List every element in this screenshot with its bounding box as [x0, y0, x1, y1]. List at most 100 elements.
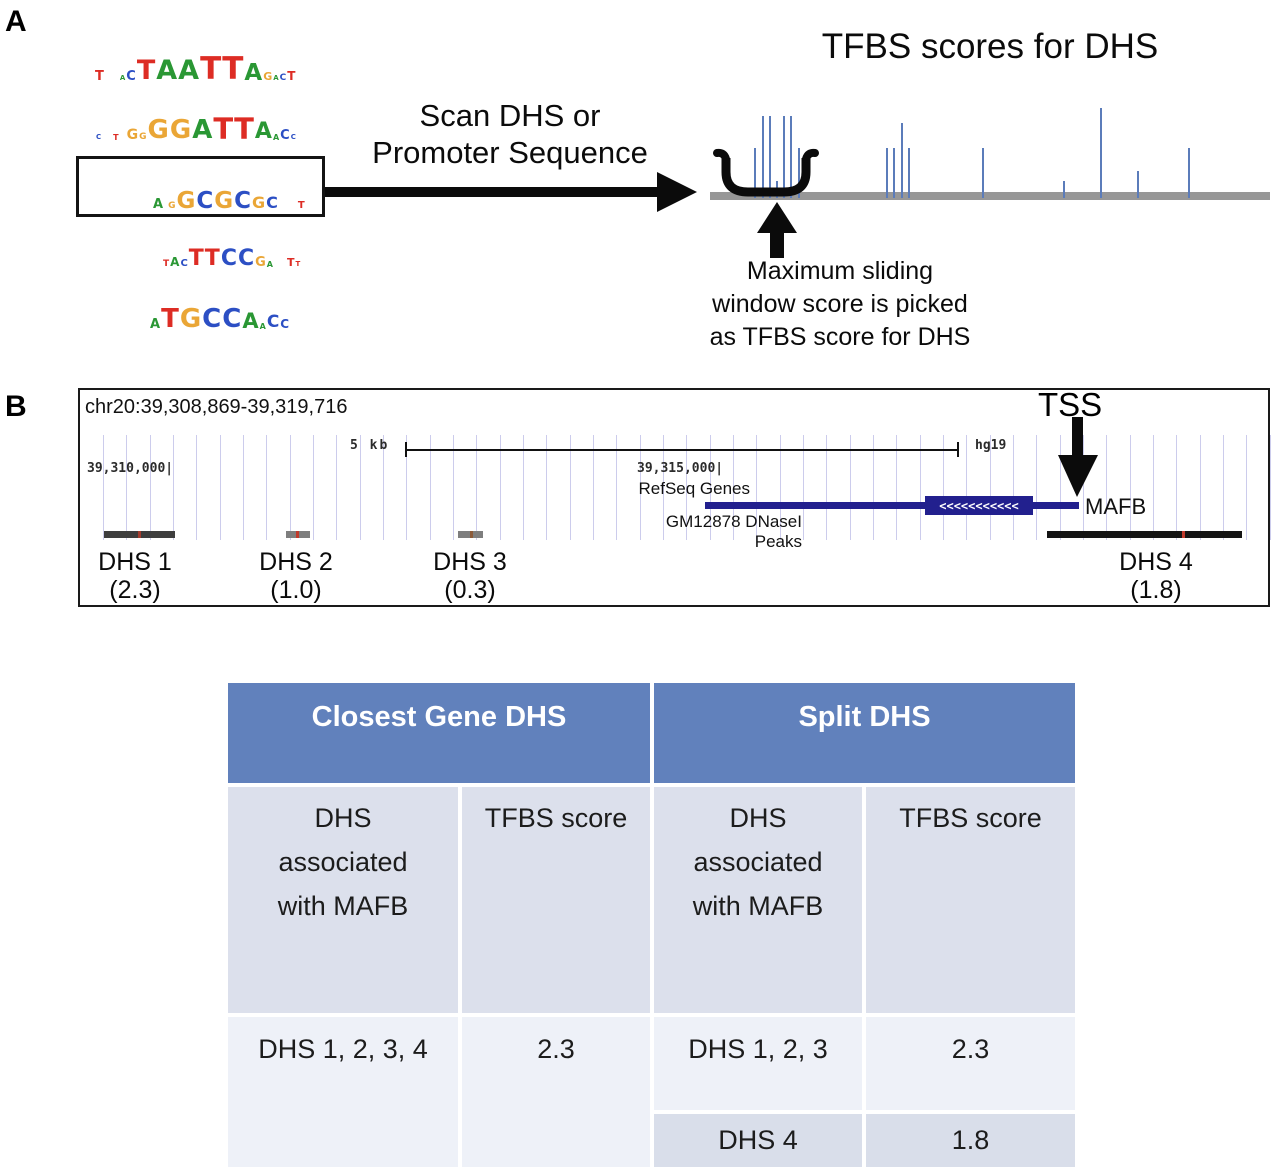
- gridline: [569, 435, 571, 540]
- table-cell-split-score-1: 2.3: [866, 1017, 1075, 1110]
- tfbs-score-line: [893, 148, 895, 198]
- gridline: [966, 435, 968, 540]
- gridline: [779, 435, 781, 540]
- tss-down-arrow-icon: [1058, 417, 1098, 497]
- tfbs-score-line: [769, 116, 771, 198]
- sliding-window-bracket-icon: [713, 148, 819, 197]
- gridline: [242, 435, 244, 540]
- gridline: [499, 435, 501, 540]
- dnase-peak-1: [104, 531, 175, 538]
- tfbs-score-line: [1188, 148, 1190, 198]
- gridline: [1269, 435, 1271, 540]
- tfbs-score-line: [1063, 181, 1065, 198]
- gridline: [522, 435, 524, 540]
- max-window-up-arrow-icon: [757, 202, 797, 258]
- gridline: [172, 435, 174, 540]
- tfbs-score-line: [908, 148, 910, 198]
- gridline: [919, 435, 921, 540]
- dnase-peak-3: [458, 531, 483, 538]
- gridline: [639, 435, 641, 540]
- gridline: [196, 435, 198, 540]
- dhs-label-2: DHS 2 (1.0): [259, 548, 333, 604]
- annotation-line3: as TFBS score for DHS: [709, 323, 971, 351]
- dnase-track-label: GM12878 DNaseI Peaks: [665, 512, 802, 551]
- gridline: [1199, 435, 1201, 540]
- gridline: [1036, 435, 1038, 540]
- tfbs-score-line: [982, 148, 984, 198]
- dhs-score: (1.0): [270, 576, 322, 604]
- dhs-label-3: DHS 3 (0.3): [433, 548, 507, 604]
- tfbs-score-line: [798, 148, 800, 198]
- table-header-split-dhs: Split DHS: [654, 683, 1075, 783]
- gridline: [592, 435, 594, 540]
- gridline: [662, 435, 664, 540]
- max-window-annotation: Maximum sliding window score is picked a…: [655, 255, 1025, 354]
- tss-label: TSS: [1038, 386, 1103, 423]
- scale-bar-left-tick: [405, 442, 407, 457]
- dhs-sequence-track: [710, 192, 1270, 200]
- gridline: [546, 435, 548, 540]
- gridline: [1152, 435, 1154, 540]
- gridline: [826, 435, 828, 540]
- gridline: [1082, 435, 1084, 540]
- scan-caption-line1: Scan DHS or: [419, 98, 601, 133]
- gridline: [406, 435, 408, 540]
- peak-summit-tick: [1182, 531, 1185, 538]
- selected-motif-box: [76, 156, 325, 217]
- refseq-track-label: RefSeq Genes: [638, 479, 750, 498]
- gene-body-line-left: [705, 502, 925, 509]
- gridline: [756, 435, 758, 540]
- tfbs-score-line: [754, 148, 756, 198]
- scan-caption-line2: Promoter Sequence: [372, 135, 648, 170]
- table-cell-closest-score: 2.3: [462, 1017, 650, 1167]
- dhs-name: DHS 4: [1119, 548, 1193, 576]
- gridline: [686, 435, 688, 540]
- gridline: [896, 435, 898, 540]
- gridline: [989, 435, 991, 540]
- gridline: [149, 435, 151, 540]
- gridline: [1059, 435, 1061, 540]
- gene-exon-box: <<<<<<<<<<<: [925, 496, 1033, 515]
- dhs-name: DHS 3: [433, 548, 507, 576]
- tfbs-score-line: [901, 123, 903, 198]
- dhs-label-4: DHS 4 (1.8): [1119, 548, 1193, 604]
- gridline: [429, 435, 431, 540]
- gridline: [802, 435, 804, 540]
- gridline: [126, 435, 128, 540]
- panel-a-label: A: [5, 5, 27, 38]
- gridline: [1106, 435, 1108, 540]
- dhs-name: DHS 2: [259, 548, 333, 576]
- table-cell-closest-dhs-list: DHS 1, 2, 3, 4: [228, 1017, 458, 1167]
- tfbs-score-line: [1137, 171, 1139, 198]
- peak-summit-tick: [470, 531, 473, 538]
- coordinate-label-left: 39,310,000|: [87, 461, 174, 476]
- gridline: [1176, 435, 1178, 540]
- table-colheader-tfbs-score-2: TFBS score: [866, 787, 1075, 1013]
- gridline: [103, 435, 104, 540]
- panel-b-label: B: [5, 390, 27, 423]
- dnase-peak-2: [286, 531, 310, 538]
- tfbs-score-line: [1100, 108, 1102, 198]
- gridline: [289, 435, 291, 540]
- tfbs-score-line: [886, 148, 888, 198]
- dhs-name: DHS 1: [98, 548, 172, 576]
- coordinate-label-mid: 39,315,000|: [637, 461, 724, 476]
- tfbs-score-line: [783, 116, 785, 198]
- scale-bar-line: [405, 449, 959, 451]
- dhs-label-1: DHS 1 (2.3): [98, 548, 172, 604]
- tfbs-score-line: [790, 116, 792, 198]
- gridline: [1129, 435, 1131, 540]
- gridline: [1246, 435, 1248, 540]
- peak-summit-tick: [296, 531, 299, 538]
- gridline: [382, 435, 384, 540]
- annotation-line2: window score is picked: [712, 290, 968, 318]
- gene-name-label: MAFB: [1085, 494, 1147, 519]
- gridline: [266, 435, 268, 540]
- gene-strand-chevrons: <<<<<<<<<<<: [939, 498, 1019, 513]
- table-cell-split-dhs-list-1: DHS 1, 2, 3: [654, 1017, 862, 1110]
